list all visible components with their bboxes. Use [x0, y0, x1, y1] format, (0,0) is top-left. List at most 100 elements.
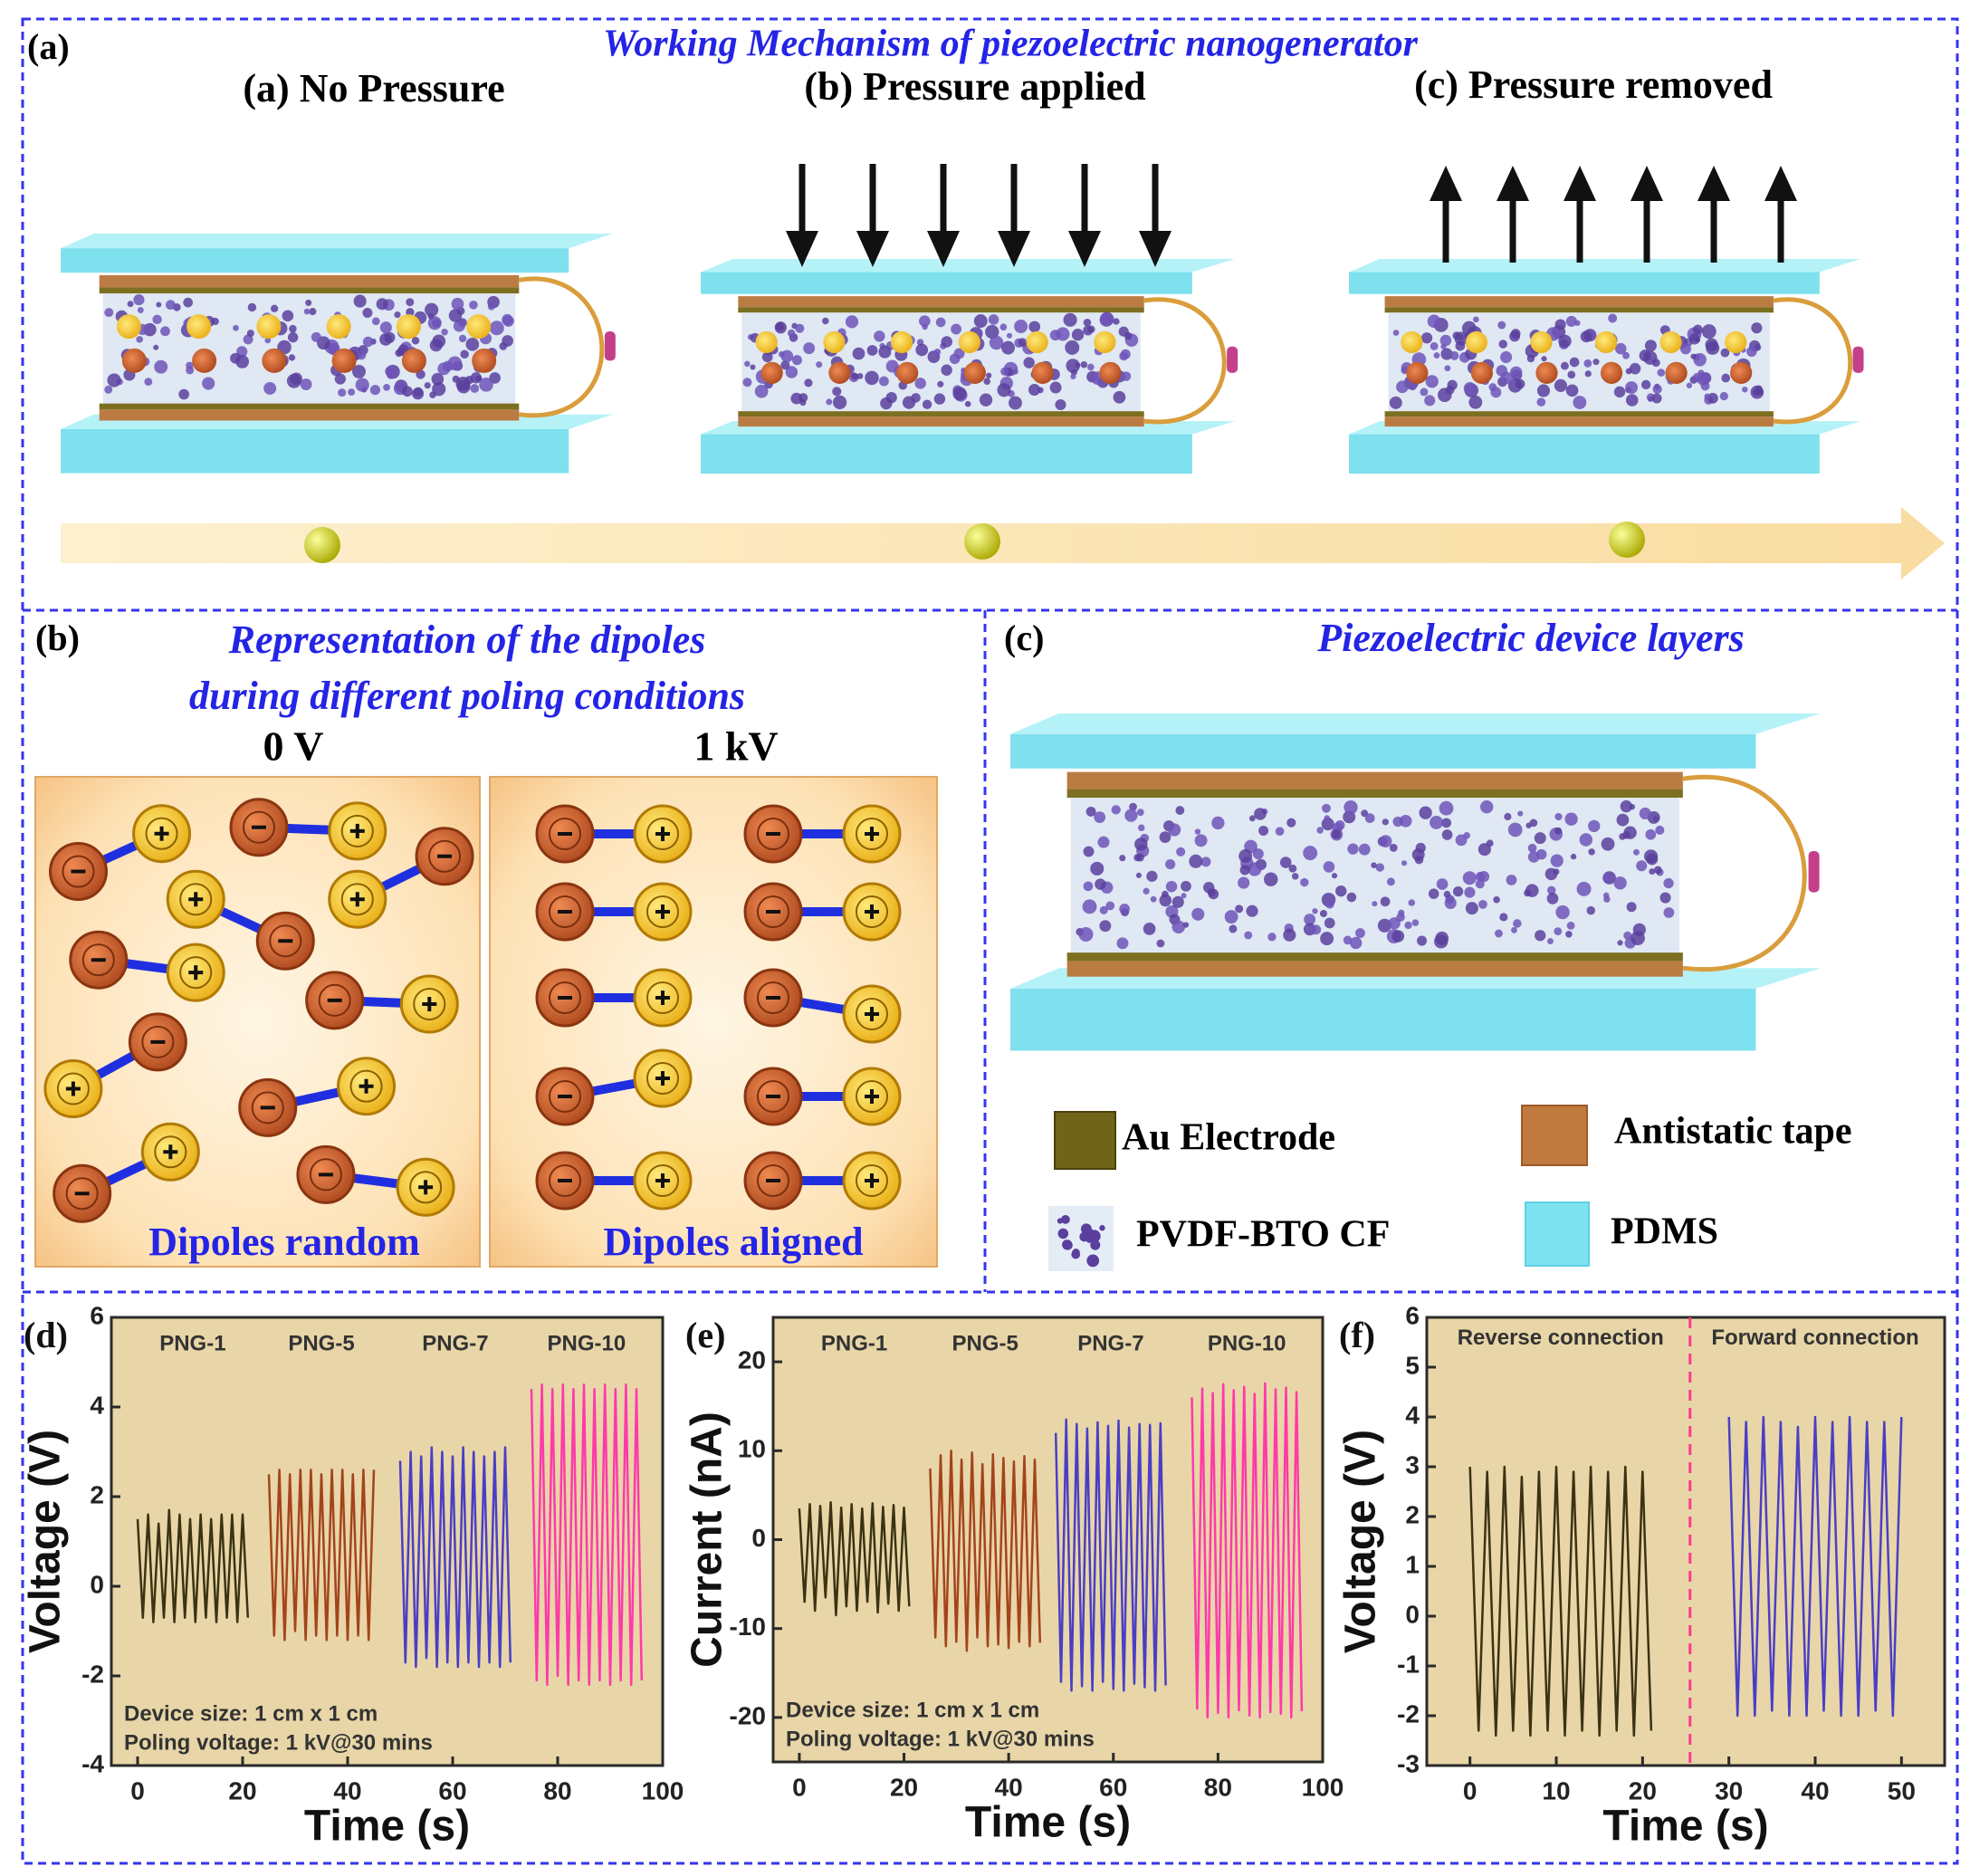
dipole-plus: [823, 330, 846, 354]
electron: [1609, 522, 1645, 558]
filler-particle: [1659, 892, 1671, 904]
tape-layer: [99, 409, 520, 421]
filler-particle: [1135, 872, 1142, 878]
filler-particle: [1564, 812, 1578, 826]
filler-particle: [1137, 824, 1145, 831]
dipole: [238, 1057, 397, 1137]
dipole-plus-core: [179, 956, 213, 990]
tape-layer: [738, 296, 1144, 308]
filler-particle: [754, 384, 769, 398]
filler-particle: [1588, 819, 1601, 833]
filler-particle: [1086, 363, 1095, 371]
filler-particle: [1527, 843, 1537, 853]
filler-particle: [1473, 316, 1479, 323]
filler-particle: [1409, 383, 1417, 391]
filler-particle: [1182, 922, 1190, 928]
pdms-layer: [1349, 434, 1820, 474]
pdms-layer: [61, 429, 569, 474]
filler-particle: [1111, 805, 1121, 815]
filler-particle: [1680, 343, 1692, 355]
pdms-layer: [701, 434, 1192, 474]
filler-particle: [1424, 395, 1436, 407]
filler-particle: [1083, 881, 1094, 892]
filler-particle: [1478, 843, 1491, 857]
filler-particle: [1288, 864, 1297, 873]
pdms-layer: [61, 234, 613, 249]
dipole-caption: Dipoles aligned: [603, 1220, 863, 1264]
filler-particle: [431, 372, 445, 386]
filler-particle: [832, 387, 842, 397]
dipole-minus: [1535, 361, 1558, 384]
filler-particle: [1488, 383, 1497, 391]
series-label: Reverse connection: [1457, 1326, 1664, 1350]
filler-particle: [352, 364, 366, 378]
dipole-minus: [192, 348, 217, 373]
signal-line: [1727, 1415, 1903, 1718]
filler-particle: [1095, 878, 1106, 890]
filler-particle: [379, 321, 392, 334]
filler-particle: [1392, 330, 1400, 336]
y-tick-label: -2: [81, 1660, 104, 1688]
filler-particle: [460, 349, 469, 359]
filler-particle: [874, 330, 885, 342]
filler-particle: [1653, 866, 1662, 875]
filler-particle: [1300, 877, 1309, 887]
x-tick-label: 80: [543, 1776, 571, 1804]
x-tick-label: 100: [1302, 1773, 1344, 1801]
filler-particle: [165, 300, 176, 311]
filler-particle: [1320, 932, 1334, 946]
filler-particle: [1452, 885, 1464, 897]
filler-particle: [362, 308, 373, 319]
filler-particle: [1080, 360, 1088, 368]
filler-particle: [286, 373, 301, 388]
filler-particle: [780, 349, 794, 363]
filler-particle: [1028, 383, 1041, 396]
filler-particle: [1704, 393, 1711, 400]
y-tick-label: 0: [1405, 1600, 1420, 1628]
filler-particle: [235, 354, 250, 368]
filler-particle: [127, 301, 134, 308]
filler-particle: [1602, 874, 1611, 883]
tape-layer: [1066, 771, 1683, 790]
filler-particle: [1121, 371, 1132, 381]
filler-particle: [1430, 815, 1443, 829]
filler-particle: [1316, 827, 1324, 834]
dipole-plus: [186, 314, 212, 340]
filler-particle: [1565, 384, 1579, 397]
filler-particle: [432, 382, 446, 397]
filler-particle: [1430, 341, 1439, 350]
wire: [1143, 297, 1227, 425]
filler-particle: [1334, 820, 1345, 830]
filler-particle: [1324, 815, 1331, 821]
dipole-minus-core: [548, 981, 582, 1015]
series-label: PNG-1: [159, 1331, 225, 1355]
dipole-plus: [958, 330, 980, 354]
pressure-arrow-head: [1068, 231, 1101, 267]
filler-particle: [1389, 396, 1402, 409]
filler-particle: [1445, 385, 1455, 395]
filler-particle: [1057, 1228, 1069, 1240]
legend-label: Au Electrode: [1122, 1117, 1335, 1159]
filler-particle: [152, 314, 162, 325]
filler-particle: [1323, 861, 1335, 873]
filler-particle: [1463, 381, 1477, 395]
dipole-plus: [466, 314, 492, 340]
filler-particle: [1507, 378, 1523, 393]
filler-particle: [787, 329, 796, 338]
filler-particle: [311, 331, 321, 342]
filler-particle: [1358, 843, 1371, 856]
filler-particle: [1312, 908, 1318, 914]
dipole: [743, 882, 902, 942]
dipole-minus: [896, 361, 919, 384]
filler-particle: [387, 370, 396, 379]
legend-label: PVDF-BTO CF: [1136, 1214, 1390, 1256]
filler-particle: [384, 331, 396, 343]
filler-particle: [246, 330, 254, 338]
filler-particle: [878, 345, 892, 359]
x-axis-title: Time (s): [304, 1803, 470, 1851]
electrode-layer: [1066, 952, 1683, 962]
filler-particle: [1584, 370, 1592, 378]
filler-particle: [1690, 353, 1697, 359]
filler-particle: [1701, 324, 1717, 340]
filler-particle: [1175, 806, 1185, 815]
